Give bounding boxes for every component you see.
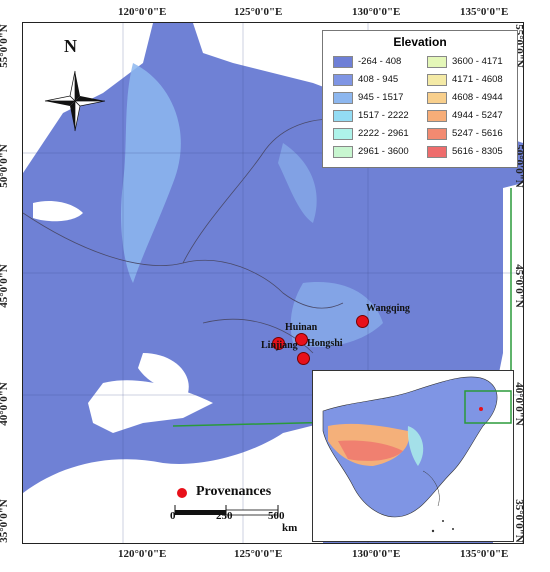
legend-item: 2222 - 2961 [333, 127, 409, 140]
north-label: N [64, 36, 77, 56]
legend-item: 5616 - 8305 [427, 145, 503, 158]
inset-high-peaks [338, 440, 403, 461]
lat-label-left: 35°0'0"N [0, 499, 10, 543]
lon-label-top: 125°0'0"E [234, 6, 283, 18]
legend-item: 5247 - 5616 [427, 127, 503, 140]
lat-label-left: 50°0'0"N [0, 144, 10, 188]
city-marker-huinan [295, 333, 308, 346]
lat-label-right: 40°0'0"N [512, 382, 525, 426]
legend-item: 1517 - 2222 [333, 109, 409, 122]
legend-label: -264 - 408 [358, 56, 402, 67]
highland-lesser-khingan [278, 143, 317, 223]
city-label-linjiang: Linjiang [261, 340, 298, 351]
lon-label-top: 135°0'0"E [460, 6, 509, 18]
scale-tick-label: 500 [268, 510, 285, 522]
sea-liaodong-bay [138, 353, 189, 393]
legend-label: 2222 - 2961 [358, 128, 409, 139]
city-label-hongshi: Hongshi [307, 338, 343, 349]
city-marker-wangqing [356, 315, 369, 328]
highland-khingan [121, 63, 181, 283]
legend-label: 5247 - 5616 [452, 128, 503, 139]
legend-item: 2961 - 3600 [333, 145, 409, 158]
province-border-1 [23, 212, 344, 309]
legend-label: 3600 - 4171 [452, 56, 503, 67]
legend-item: 4171 - 4608 [427, 73, 503, 86]
inset-map-svg [313, 371, 513, 541]
inset-midland [407, 426, 424, 466]
provenance-marker [177, 488, 187, 498]
legend-item: 3600 - 4171 [427, 55, 503, 68]
legend-swatch [427, 109, 447, 122]
scale-tick-label: 250 [216, 510, 233, 522]
scale-unit-label: km [282, 522, 298, 534]
legend-swatch [427, 127, 447, 140]
legend-label: 4944 - 5247 [452, 110, 503, 121]
city-label-wangqing: Wangqing [366, 303, 410, 314]
legend-swatch [333, 55, 353, 68]
legend-swatch [333, 73, 353, 86]
legend-swatch [427, 145, 447, 158]
inset-map-china [312, 370, 514, 542]
inset-highlight-box [464, 390, 512, 424]
lon-label-bottom: 125°0'0"E [234, 548, 283, 560]
lon-label-bottom: 130°0'0"E [352, 548, 401, 560]
legend-swatch [333, 109, 353, 122]
scale-bar [174, 505, 279, 516]
scale-tick-label: 0 [170, 510, 176, 522]
provenance-label: Provenances [196, 484, 272, 499]
lat-label-left: 40°0'0"N [0, 382, 10, 426]
city-marker-linjiang [272, 337, 285, 350]
legend-swatch [333, 91, 353, 104]
city-marker-hongshi [297, 352, 310, 365]
lon-label-top: 120°0'0"E [118, 6, 167, 18]
legend-swatch [427, 91, 447, 104]
compass-rose [44, 70, 106, 132]
legend-swatch [333, 127, 353, 140]
lon-label-bottom: 135°0'0"E [460, 548, 509, 560]
legend-label: 4608 - 4944 [452, 92, 503, 103]
legend-label: 2961 - 3600 [358, 146, 409, 157]
legend-swatch [427, 55, 447, 68]
lat-label-left: 55°0'0"N [0, 24, 10, 68]
lake [33, 201, 83, 222]
legend-label: 5616 - 8305 [452, 146, 503, 157]
sea-bohai [88, 380, 213, 433]
legend-item: 408 - 945 [333, 73, 398, 86]
legend-label: 408 - 945 [358, 74, 399, 85]
lat-label-right: 45°0'0"N [512, 264, 525, 308]
legend-label: 945 - 1517 [358, 92, 404, 103]
legend-title: Elevation [393, 35, 447, 49]
lon-label-bottom: 120°0'0"E [118, 548, 167, 560]
legend-swatch [427, 73, 447, 86]
elevation-legend: Elevation -264 - 408 408 - 945 945 - 1517 1… [322, 30, 518, 168]
legend-item: 945 - 1517 [333, 91, 403, 104]
inset-marker [479, 407, 483, 411]
legend-item: 4944 - 5247 [427, 109, 503, 122]
legend-label: 1517 - 2222 [358, 110, 409, 121]
lat-label-right: 35°0'0"N [512, 499, 525, 543]
legend-item: -264 - 408 [333, 55, 401, 68]
lat-label-left: 45°0'0"N [0, 264, 10, 308]
legend-label: 4171 - 4608 [452, 74, 503, 85]
legend-swatch [333, 145, 353, 158]
lon-label-top: 130°0'0"E [352, 6, 401, 18]
city-label-huinan: Huinan [285, 322, 318, 333]
legend-item: 4608 - 4944 [427, 91, 503, 104]
highland-changbai [290, 282, 383, 347]
